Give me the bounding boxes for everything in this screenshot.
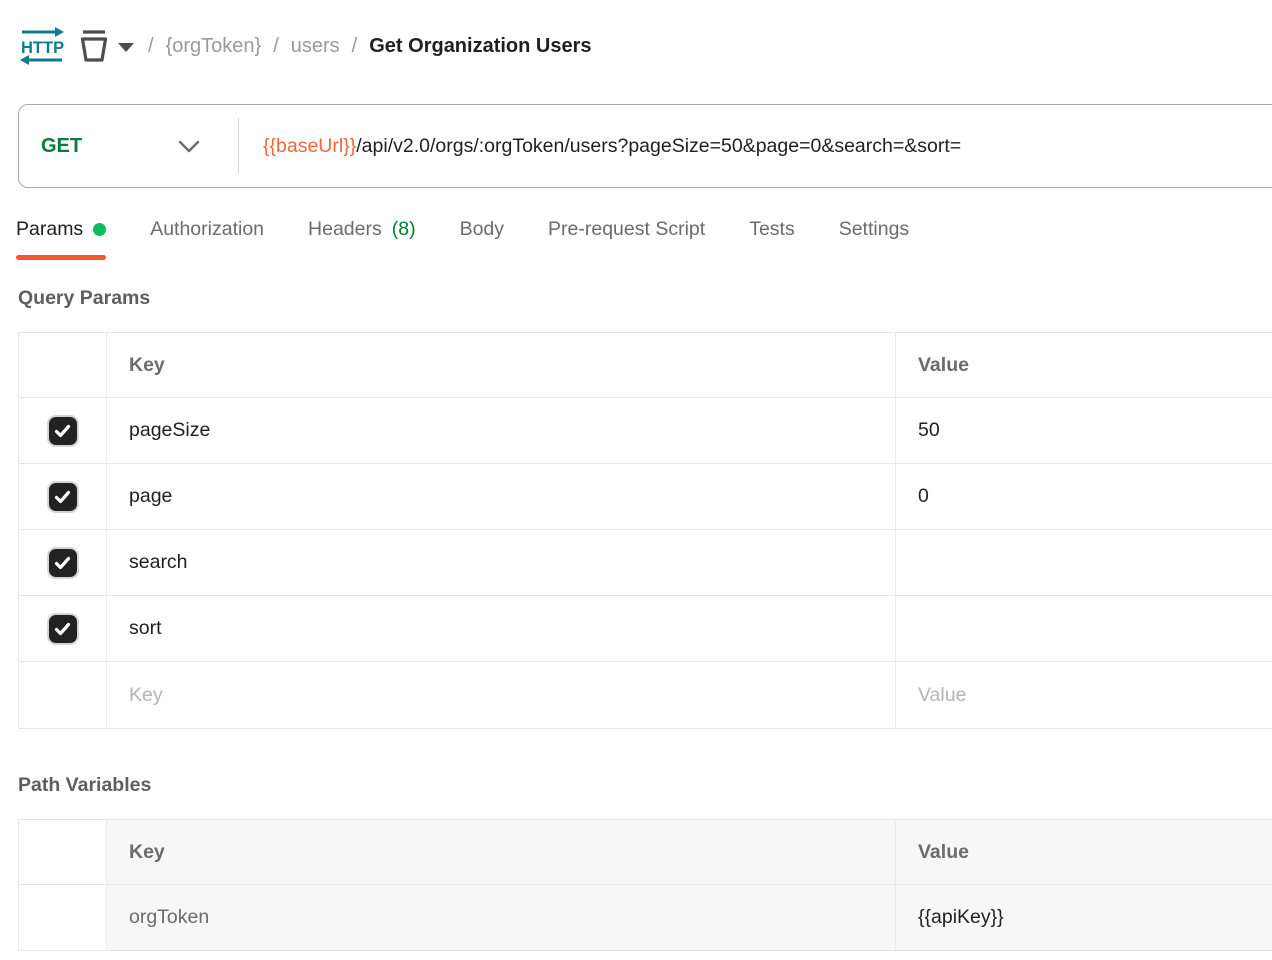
breadcrumb-item-orgtoken[interactable]: {orgToken} bbox=[165, 34, 262, 57]
param-value-cell[interactable]: 0 bbox=[918, 485, 929, 507]
tab-body[interactable]: Body bbox=[460, 218, 504, 260]
tab-tests[interactable]: Tests bbox=[749, 218, 795, 260]
path-var-key-cell: orgToken bbox=[107, 885, 896, 950]
param-value-cell[interactable]: 50 bbox=[918, 419, 940, 441]
method-select[interactable]: GET bbox=[19, 105, 238, 187]
tab-settings-label: Settings bbox=[838, 218, 910, 240]
breadcrumb: HTTP / {orgToken} / users / Get Organiza… bbox=[0, 0, 1272, 66]
param-enabled-checkbox[interactable] bbox=[48, 548, 77, 577]
new-param-key-input[interactable]: Key bbox=[107, 662, 896, 728]
unsaved-changes-dot bbox=[93, 223, 107, 236]
tab-params-label: Params bbox=[16, 218, 84, 240]
headers-count-badge: (8) bbox=[391, 218, 416, 240]
table-row: sort bbox=[19, 596, 1272, 662]
tab-authorization-label: Authorization bbox=[150, 218, 265, 240]
new-param-row: Key Value bbox=[19, 662, 1272, 728]
request-tabs: Params Authorization Headers (8) Body Pr… bbox=[16, 218, 1272, 264]
method-label: GET bbox=[41, 134, 83, 157]
param-value-cell[interactable] bbox=[896, 530, 1272, 595]
breadcrumb-separator: / bbox=[273, 34, 279, 57]
param-key-cell[interactable]: pageSize bbox=[107, 398, 896, 463]
collection-icon[interactable] bbox=[78, 29, 110, 63]
tab-headers[interactable]: Headers (8) bbox=[308, 218, 416, 260]
param-key-cell[interactable]: page bbox=[107, 464, 896, 529]
url-divider bbox=[238, 118, 239, 174]
key-column-header: Key bbox=[107, 820, 896, 884]
tab-headers-label: Headers bbox=[308, 218, 382, 240]
value-column-header: Value bbox=[918, 353, 969, 376]
path-variables-table: Key Value orgToken {{apiKey}} bbox=[18, 819, 1272, 951]
check-icon bbox=[54, 556, 71, 569]
tab-pre-request-script-label: Pre-request Script bbox=[548, 218, 706, 240]
table-row: search bbox=[19, 530, 1272, 596]
param-enabled-checkbox[interactable] bbox=[48, 416, 77, 445]
select-column-header bbox=[19, 820, 107, 884]
param-enabled-checkbox[interactable] bbox=[48, 482, 77, 511]
tab-params[interactable]: Params bbox=[16, 218, 107, 260]
tab-tests-label: Tests bbox=[749, 218, 795, 240]
breadcrumb-separator: / bbox=[148, 34, 154, 57]
table-row: orgToken {{apiKey}} bbox=[19, 885, 1272, 950]
path-variables-heading: Path Variables bbox=[18, 774, 152, 796]
param-key-cell[interactable]: search bbox=[107, 530, 896, 595]
new-param-value-input[interactable]: Value bbox=[896, 662, 1272, 728]
param-enabled-checkbox[interactable] bbox=[48, 614, 77, 643]
url-input[interactable]: {{baseUrl}}/api/v2.0/orgs/:orgToken/user… bbox=[239, 135, 1272, 158]
table-row: pageSize 50 bbox=[19, 398, 1272, 464]
breadcrumb-separator: / bbox=[351, 34, 358, 57]
breadcrumb-item-users[interactable]: users bbox=[290, 34, 340, 57]
http-icon: HTTP bbox=[20, 27, 64, 65]
key-placeholder: Key bbox=[129, 683, 163, 706]
key-column-header: Key bbox=[107, 333, 896, 397]
query-params-table: Key Value pageSize 50 page 0 bbox=[18, 332, 1272, 729]
new-param-select-cell bbox=[19, 662, 107, 728]
path-var-select-cell bbox=[19, 885, 107, 950]
tab-authorization[interactable]: Authorization bbox=[150, 218, 264, 260]
check-icon bbox=[54, 424, 71, 437]
request-url-bar: GET {{baseUrl}}/api/v2.0/orgs/:orgToken/… bbox=[18, 104, 1272, 188]
svg-text:HTTP: HTTP bbox=[21, 39, 64, 57]
caret-down-icon[interactable] bbox=[118, 42, 134, 52]
tab-pre-request-script[interactable]: Pre-request Script bbox=[548, 218, 705, 260]
chevron-down-icon bbox=[178, 140, 200, 153]
check-icon bbox=[54, 490, 71, 503]
tab-body-label: Body bbox=[459, 218, 505, 240]
path-var-value-cell[interactable]: {{apiKey}} bbox=[896, 885, 1272, 950]
param-key-cell[interactable]: sort bbox=[107, 596, 896, 661]
value-column-header: Value bbox=[896, 820, 1272, 884]
table-header-row: Key Value bbox=[19, 820, 1272, 885]
table-header-row: Key Value bbox=[19, 333, 1272, 398]
param-value-cell[interactable] bbox=[896, 596, 1272, 661]
query-params-heading: Query Params bbox=[18, 287, 151, 309]
request-title: Get Organization Users bbox=[369, 34, 592, 57]
tab-settings[interactable]: Settings bbox=[839, 218, 909, 260]
table-row: page 0 bbox=[19, 464, 1272, 530]
value-placeholder: Value bbox=[918, 683, 967, 706]
url-variable: {{baseUrl}} bbox=[263, 134, 357, 157]
select-column-header bbox=[19, 333, 107, 397]
url-path: /api/v2.0/orgs/:orgToken/users?pageSize=… bbox=[356, 134, 962, 157]
check-icon bbox=[54, 622, 71, 635]
